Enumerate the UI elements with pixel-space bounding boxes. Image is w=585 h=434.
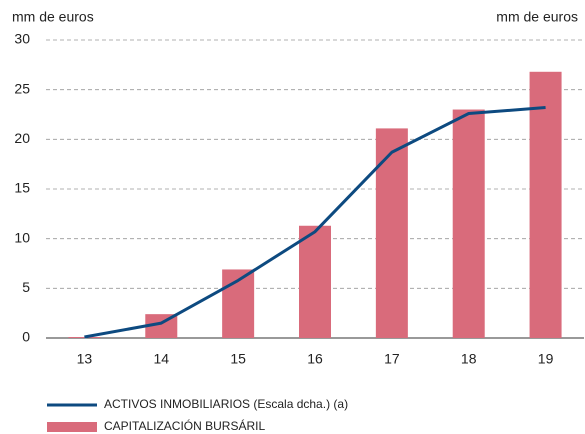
y-tick-label: 30	[14, 31, 30, 47]
y-tick-label: 20	[14, 130, 30, 146]
y-tick-label: 0	[22, 329, 30, 345]
legend-label: ACTIVOS INMOBILIARIOS (Escala dcha.) (a)	[104, 397, 348, 411]
bar	[299, 225, 331, 338]
y-tick-label: 25	[14, 80, 30, 96]
y2-axis-label: mm de euros	[496, 9, 578, 25]
y-tick-label: 10	[14, 229, 30, 245]
bar	[529, 71, 562, 338]
bar	[375, 128, 408, 338]
legend-swatch	[47, 422, 97, 432]
x-tick-label: 17	[384, 351, 400, 367]
x-tick-label: 14	[153, 351, 169, 367]
x-tick-label: 19	[538, 351, 554, 367]
y-axis-label: mm de euros	[12, 9, 94, 25]
legend-label: CAPITALIZACIÓN BURSÁRIL	[104, 418, 265, 433]
bar	[68, 337, 101, 338]
x-tick-label: 18	[461, 351, 477, 367]
bar	[452, 109, 485, 339]
y-tick-label: 15	[14, 180, 30, 196]
y-tick-label: 5	[22, 279, 30, 295]
x-tick-label: 16	[307, 351, 323, 367]
line	[84, 106, 546, 339]
x-tick-label: 15	[230, 351, 246, 367]
x-tick-label: 13	[77, 351, 93, 367]
